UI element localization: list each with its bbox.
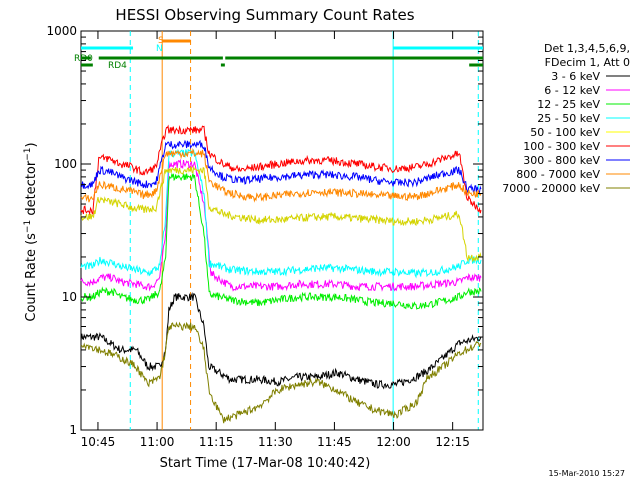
legend-label-6: 300 - 800 keV (523, 154, 600, 167)
series-line-series-5 (80, 124, 482, 216)
x-tick-label-5: 12:00 (376, 435, 411, 449)
footer-timestamp: 15-Mar-2010 15:27 (549, 469, 626, 478)
series-line-series-1 (80, 158, 482, 292)
x-tick-label-0: 10:45 (81, 435, 116, 449)
flag-rd0-label: RD0 (74, 54, 93, 64)
legend-label-7: 800 - 7000 keV (516, 168, 600, 181)
flag-rd4-label: RD4 (108, 61, 127, 71)
flag-s-label: S (158, 36, 164, 46)
legend-header-0: Det 1,3,4,5,6,9, (544, 42, 630, 55)
series-line-series-2 (80, 172, 482, 310)
plot-area: SN RD0 RD4 (74, 31, 483, 430)
x-tick-label-6: 12:15 (435, 435, 470, 449)
series-line-series-4 (80, 165, 482, 263)
series-line-series-8 (80, 321, 482, 424)
legend-label-3: 25 - 50 keV (537, 112, 600, 125)
x-axis-label: Start Time (17-Mar-08 10:40:42) (160, 456, 371, 471)
legend-label-8: 7000 - 20000 keV (502, 182, 600, 195)
y-tick-label-1: 10 (62, 290, 77, 304)
y-tick-label-0: 1 (69, 423, 77, 437)
y-axis-label: Count Rate (s−1 detector−1) (23, 142, 39, 321)
legend-label-4: 50 - 100 keV (530, 126, 600, 139)
series-line-series-0 (80, 292, 482, 390)
series-line-series-7 (80, 147, 482, 203)
x-tick-label-3: 11:30 (258, 435, 293, 449)
legend-label-0: 3 - 6 keV (551, 70, 600, 83)
series-line-series-3 (80, 148, 482, 279)
legend-header-1: FDecim 1, Att 0 (545, 56, 630, 69)
axes: 10:45 11:00 11:15 11:30 11:45 12:00 12:15 1 10 10… (46, 24, 483, 449)
legend-label-1: 6 - 12 keV (544, 84, 600, 97)
chart-title: HESSI Observing Summary Count Rates (115, 6, 414, 24)
series-line-series-6 (80, 139, 482, 195)
x-tick-label-1: 11:00 (140, 435, 175, 449)
flag-n-label: N (156, 44, 163, 54)
y-tick-label-2: 100 (54, 157, 77, 171)
legend: Det 1,3,4,5,6,9,FDecim 1, Att 03 - 6 keV… (502, 42, 630, 195)
y-tick-label-3: 1000 (46, 24, 77, 38)
x-tick-label-4: 11:45 (317, 435, 352, 449)
plot-frame (80, 30, 484, 431)
legend-label-2: 12 - 25 keV (537, 98, 600, 111)
x-tick-label-2: 11:15 (199, 435, 234, 449)
legend-label-5: 100 - 300 keV (523, 140, 600, 153)
